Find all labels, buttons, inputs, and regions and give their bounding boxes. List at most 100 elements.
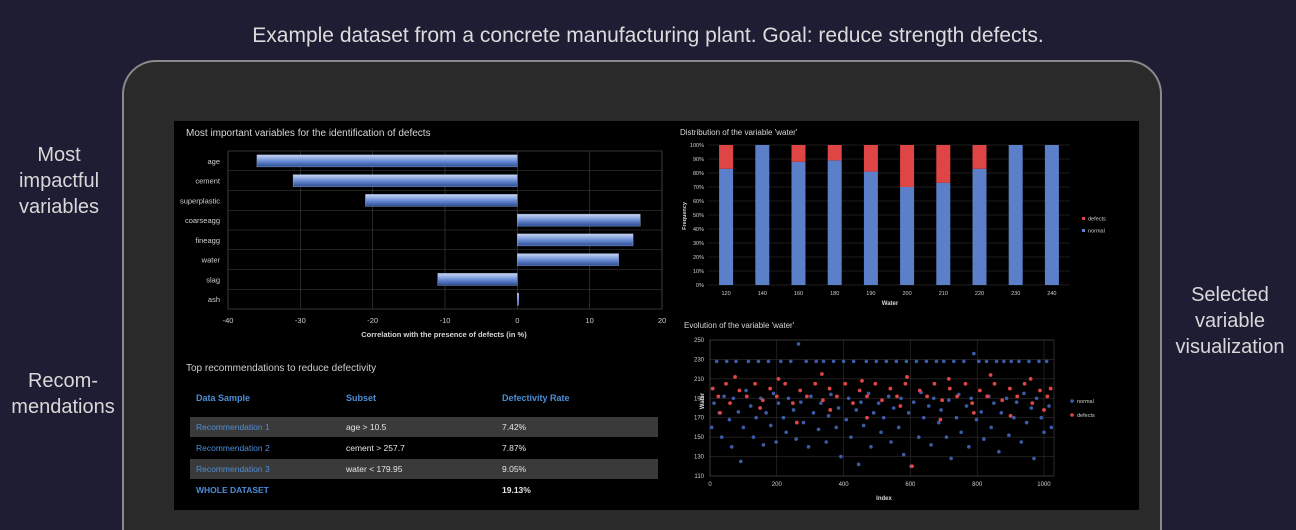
point-normal: [977, 359, 981, 364]
point-normal: [876, 401, 881, 405]
point-defects: [843, 381, 848, 386]
point-normal: [939, 408, 943, 412]
point-defects: [783, 381, 788, 386]
point-normal: [994, 359, 999, 364]
point-normal: [1049, 425, 1054, 430]
bar-defects-120: [719, 145, 734, 169]
point-normal: [738, 459, 743, 464]
table-row[interactable]: Recommendation 1 age > 10.5 7.42%: [190, 417, 658, 437]
point-defects: [977, 388, 982, 393]
table-row[interactable]: Recommendation 3 water < 179.95 9.05%: [190, 459, 658, 479]
row-sample[interactable]: Recommendation 1: [196, 422, 270, 432]
recommendations-title: Top recommendations to reduce defectivit…: [186, 363, 377, 374]
point-defects: [790, 401, 795, 406]
side-label-line: variable: [1194, 310, 1266, 332]
point-defects: [873, 381, 878, 386]
tick-label: 20: [658, 316, 666, 325]
point-defects: [1042, 408, 1046, 412]
bar-defects-200: [900, 145, 915, 187]
tick-label: 110: [694, 474, 704, 480]
row-subset: cement > 257.7: [346, 443, 405, 453]
tick-label: 230: [694, 357, 705, 363]
tick-label: 250: [694, 338, 705, 344]
point-normal: [944, 435, 949, 439]
chart-xlabel: Water: [882, 301, 899, 307]
point-defects: [1000, 398, 1005, 403]
point-defects: [947, 386, 952, 391]
tick-label: 230: [1011, 291, 1020, 297]
point-normal: [741, 425, 746, 430]
point-normal: [809, 394, 813, 399]
point-normal: [774, 440, 778, 444]
point-normal: [864, 359, 869, 364]
point-normal: [914, 359, 919, 364]
point-defects: [733, 375, 737, 379]
point-defects: [794, 420, 799, 425]
point-normal: [821, 359, 826, 364]
tick-label: 600: [905, 482, 916, 488]
bar-normal-230: [1008, 145, 1023, 285]
row-subset: water < 179.95: [346, 464, 403, 474]
point-defects: [828, 408, 833, 412]
point-defects: [1022, 381, 1027, 386]
point-normal: [712, 401, 716, 405]
tick-label: 70%: [693, 185, 704, 191]
point-normal: [886, 394, 891, 399]
point-normal: [856, 462, 861, 467]
point-normal: [789, 359, 793, 364]
chart-title: Most important variables for the identif…: [186, 128, 431, 139]
tick-label: 80%: [693, 171, 704, 177]
point-defects: [737, 388, 742, 393]
point-normal: [984, 359, 989, 364]
point-normal: [974, 417, 979, 422]
point-defects: [1008, 413, 1013, 418]
point-normal: [844, 417, 849, 422]
legend-swatch: [1070, 413, 1074, 417]
side-label-line: visualization: [1175, 336, 1285, 358]
tick-label: 200: [772, 482, 783, 488]
bar-normal-140: [755, 145, 770, 285]
point-defects: [940, 398, 945, 403]
point-defects: [938, 417, 943, 422]
category-label: superplastic: [180, 196, 220, 205]
bar-normal-200: [900, 187, 915, 285]
tick-label: 800: [972, 482, 983, 488]
point-normal: [839, 454, 843, 459]
point-normal: [836, 406, 841, 410]
point-defects: [760, 398, 765, 403]
point-defects: [857, 388, 862, 393]
chart-title: Evolution of the variable 'water': [684, 321, 795, 330]
point-normal: [1034, 396, 1039, 401]
chart-title: Distribution of the variable 'water': [680, 128, 798, 137]
point-normal: [751, 435, 756, 439]
point-normal: [794, 437, 798, 441]
point-defects: [718, 410, 722, 415]
point-normal: [949, 456, 953, 461]
point-normal: [826, 413, 831, 418]
point-defects: [865, 415, 869, 420]
table-row[interactable]: Recommendation 2 cement > 257.7 7.87%: [190, 438, 658, 458]
point-defects: [1030, 401, 1035, 406]
legend-swatch: [1082, 229, 1085, 232]
row-rate: 7.42%: [502, 422, 527, 432]
row-sample[interactable]: Recommendation 3: [196, 464, 270, 474]
row-sample[interactable]: Recommendation 2: [196, 443, 270, 453]
point-defects: [903, 381, 908, 386]
recommendations-table: Data Sample Subset Defectivity Rate Reco…: [190, 389, 658, 501]
tick-label: 220: [975, 291, 984, 297]
point-defects: [851, 401, 855, 406]
point-normal: [1027, 359, 1031, 364]
bar-slag: [437, 273, 518, 286]
point-normal: [1014, 400, 1019, 404]
tick-label: 0: [708, 482, 712, 488]
point-normal: [1042, 430, 1046, 435]
point-normal: [729, 445, 734, 449]
point-normal: [1017, 359, 1021, 364]
tick-label: 30%: [693, 241, 704, 247]
point-normal: [771, 391, 776, 396]
point-normal: [931, 396, 936, 401]
point-normal: [904, 359, 909, 364]
chart-xlabel: Correlation with the presence of defects…: [361, 330, 527, 339]
row-rate: 7.87%: [502, 443, 527, 453]
tick-label: 180: [830, 291, 839, 297]
